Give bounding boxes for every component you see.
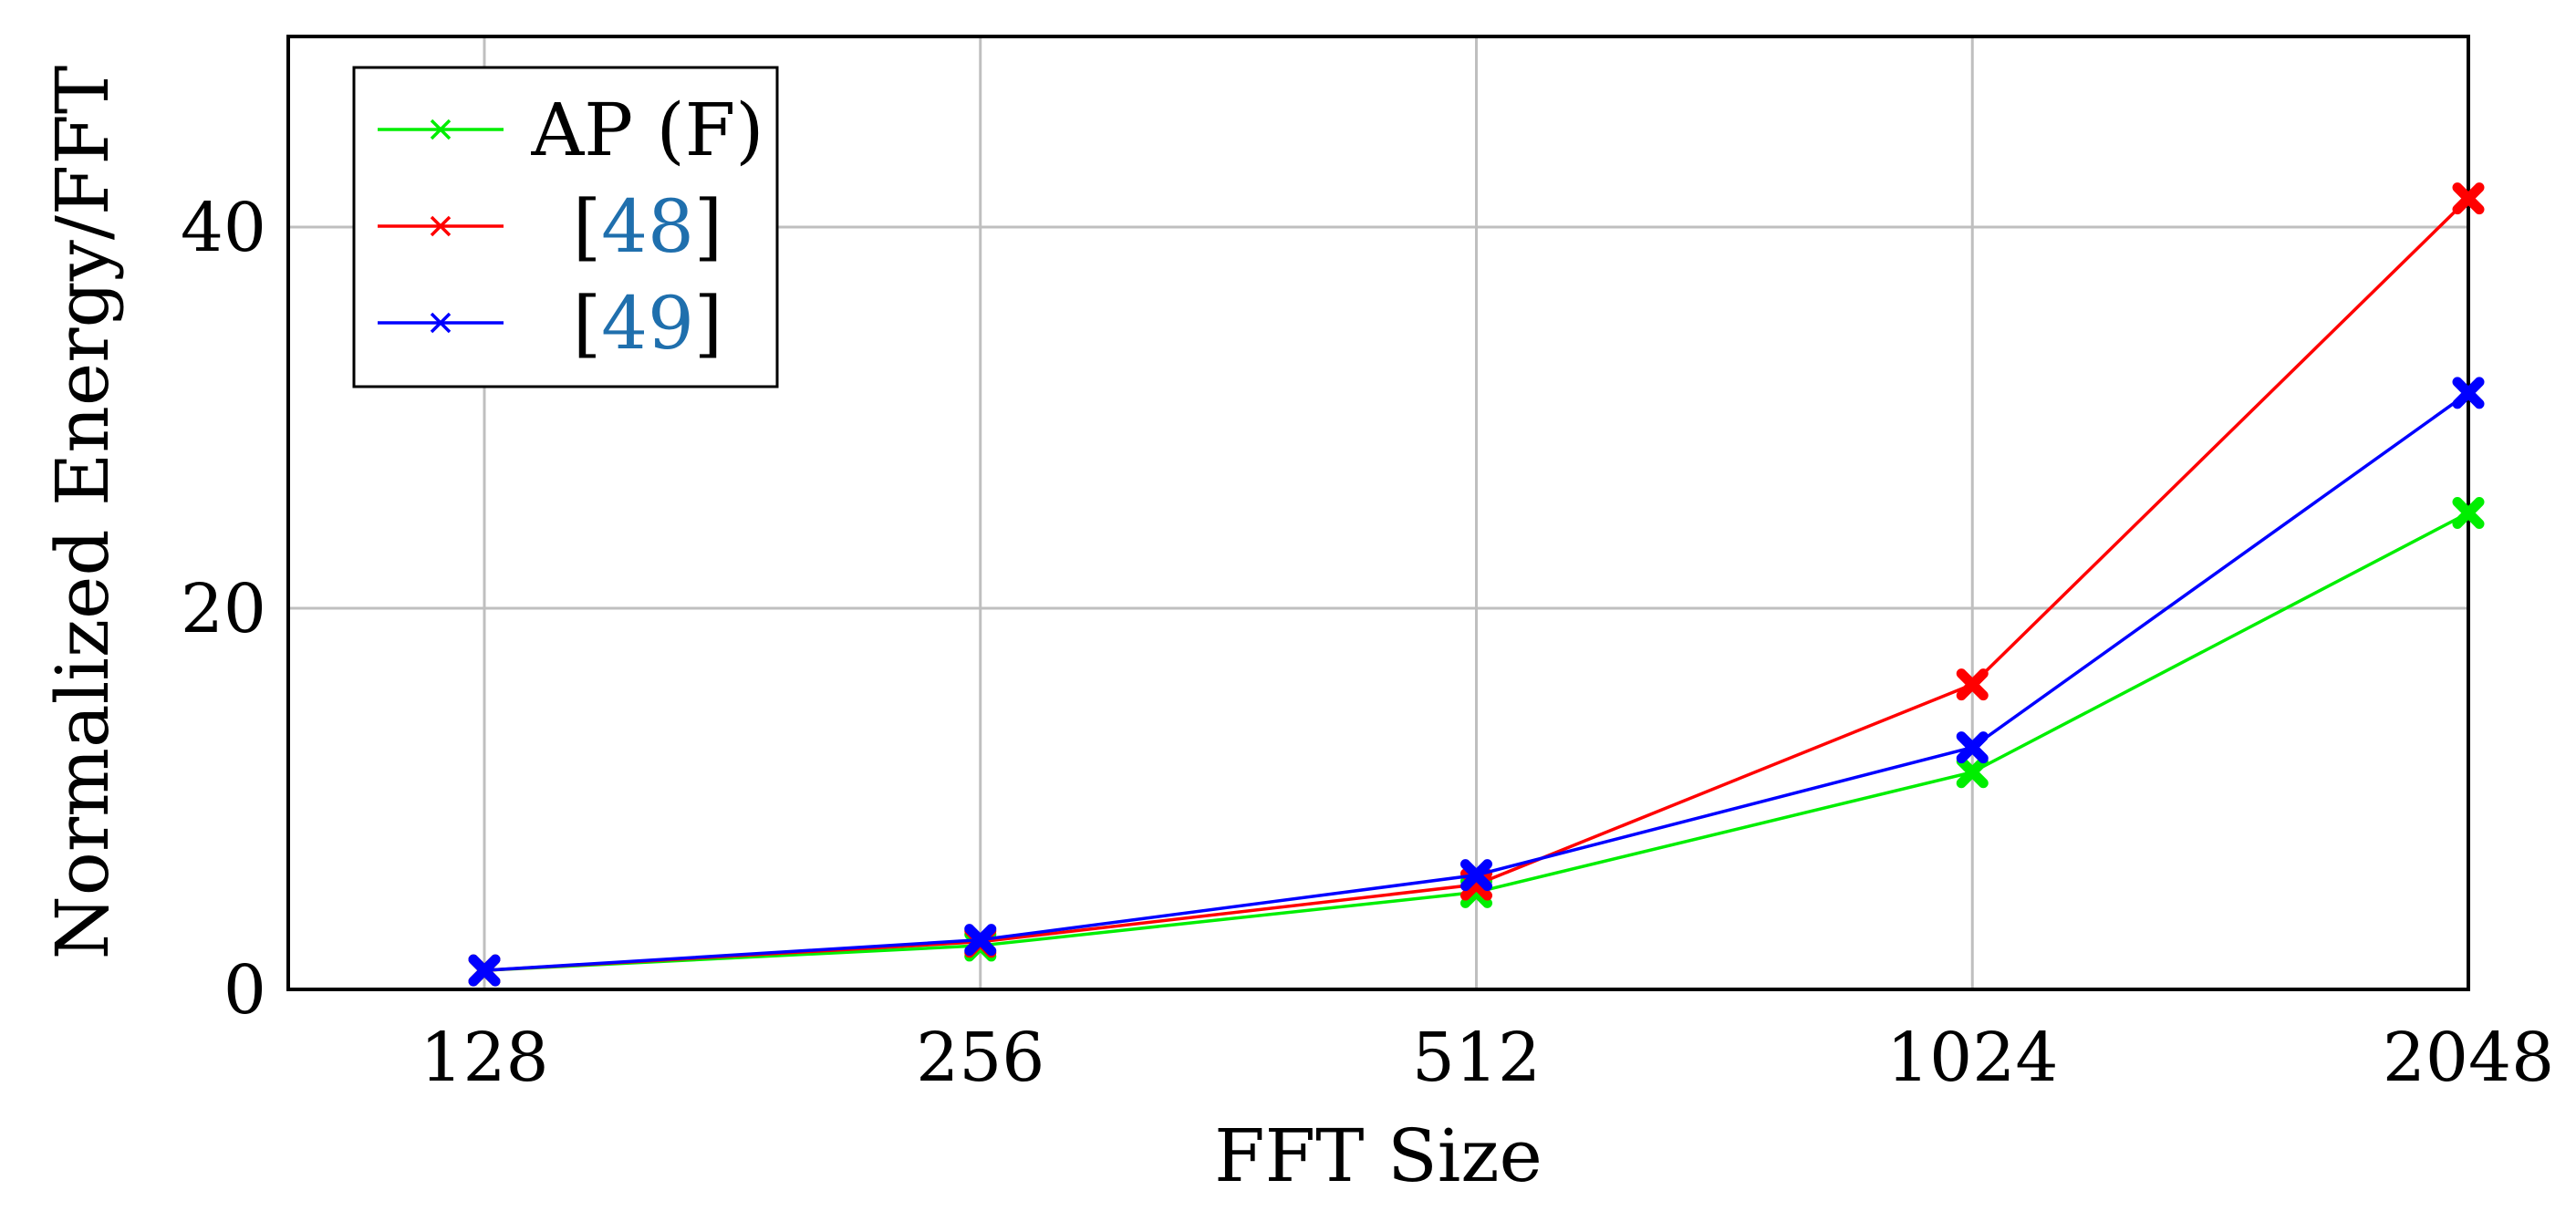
legend-entry: [48]: [378, 184, 722, 269]
legend-label: AP (F): [531, 88, 764, 172]
x-tick-label: 1024: [1886, 1019, 2058, 1097]
y-tick-label: 40: [181, 189, 266, 267]
data-point: [1956, 668, 1989, 701]
legend-entry: AP (F): [378, 88, 763, 172]
legend-entry: [49]: [378, 281, 722, 366]
x-axis-label: FFT Size: [1214, 1113, 1542, 1198]
data-point: [2452, 377, 2485, 409]
data-point: [964, 924, 997, 957]
legend-swatch-marker: [430, 312, 452, 334]
data-point: [1956, 756, 1989, 789]
tick-labels: 128 256 512 1024 2048 0 20 40: [181, 189, 2554, 1097]
series-3: [468, 377, 2485, 987]
legend-label: [48]: [573, 184, 722, 269]
x-tick-label: 512: [1412, 1019, 1541, 1097]
data-point: [2452, 497, 2485, 529]
y-tick-label: 20: [181, 570, 266, 648]
x-tick-label: 2048: [2383, 1019, 2554, 1097]
data-point: [1460, 859, 1492, 892]
legend-swatch-marker: [430, 215, 452, 237]
data-point: [2452, 182, 2485, 215]
data-point: [468, 954, 501, 987]
x-tick-label: 256: [916, 1019, 1044, 1097]
y-axis-label: Normalized Energy/FFT: [40, 66, 125, 960]
data-point: [1956, 731, 1989, 764]
y-tick-label: 0: [223, 951, 266, 1030]
legend-label: [49]: [573, 281, 722, 366]
legend: AP (F) [48] [49]: [352, 66, 779, 388]
series-layer: [468, 182, 2485, 987]
legend-swatch-marker: [430, 119, 452, 140]
x-tick-label: 128: [420, 1019, 548, 1097]
